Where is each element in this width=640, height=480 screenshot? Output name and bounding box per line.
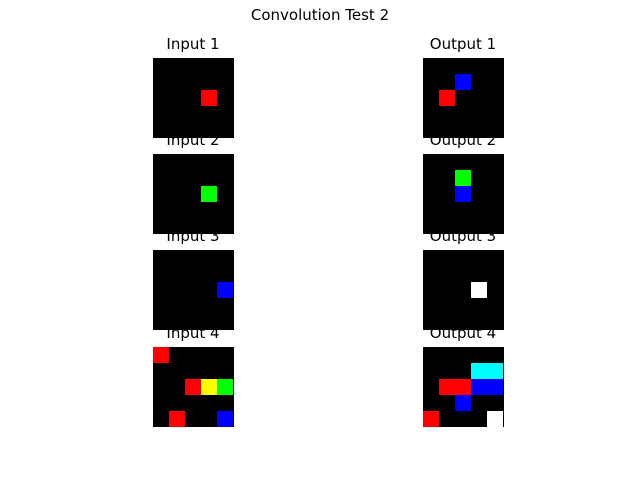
grid-cell xyxy=(439,379,455,395)
grid-cell xyxy=(455,170,471,186)
grid-cell xyxy=(487,411,503,427)
grid-input-3 xyxy=(153,250,234,330)
panel-title-input-3: Input 3 xyxy=(166,227,220,245)
panel-title-output-4: Output 4 xyxy=(429,324,497,342)
panel-title-output-3: Output 3 xyxy=(429,227,497,245)
grid-cell xyxy=(201,186,217,202)
grid-output-4 xyxy=(423,347,504,427)
panel-title-output-2: Output 2 xyxy=(429,131,497,149)
grid-cell xyxy=(455,186,471,202)
grid-cell xyxy=(471,282,487,298)
grid-cell xyxy=(217,282,233,298)
grid-input-1 xyxy=(153,58,234,138)
grid-input-2 xyxy=(153,154,234,234)
grid-cell xyxy=(487,363,503,379)
grid-input-4 xyxy=(153,347,234,427)
grid-cell xyxy=(201,90,217,106)
grid-output-1 xyxy=(423,58,504,138)
grid-cell xyxy=(423,411,439,427)
grid-cell xyxy=(471,363,487,379)
grid-cell xyxy=(455,395,471,411)
figure-title: Convolution Test 2 xyxy=(250,6,390,24)
grid-cell xyxy=(217,411,233,427)
grid-cell xyxy=(487,379,503,395)
panel-title-input-4: Input 4 xyxy=(166,324,220,342)
grid-cell xyxy=(455,379,471,395)
panel-title-input-2: Input 2 xyxy=(166,131,220,149)
grid-cell xyxy=(185,379,201,395)
grid-cell xyxy=(217,379,233,395)
grid-output-2 xyxy=(423,154,504,234)
grid-cell xyxy=(471,379,487,395)
grid-cell xyxy=(153,347,169,363)
grid-cell xyxy=(201,379,217,395)
grid-cell xyxy=(439,90,455,106)
panel-title-input-1: Input 1 xyxy=(166,35,220,53)
panel-title-output-1: Output 1 xyxy=(429,35,497,53)
grid-cell xyxy=(455,74,471,90)
grid-output-3 xyxy=(423,250,504,330)
grid-cell xyxy=(169,411,185,427)
